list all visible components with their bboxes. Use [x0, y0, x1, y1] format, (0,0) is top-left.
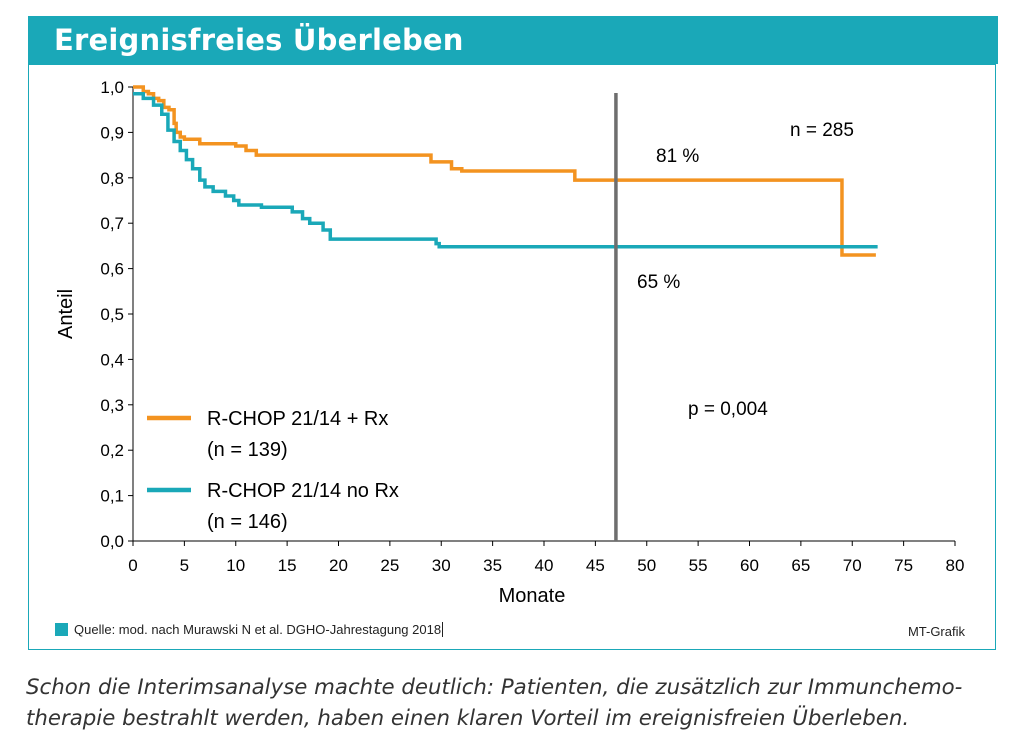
x-tick-label: 45: [586, 556, 605, 575]
x-tick-label: 70: [843, 556, 862, 575]
x-tick-label: 20: [329, 556, 348, 575]
x-tick-label: 55: [689, 556, 708, 575]
legend: R-CHOP 21/14 + Rx (n = 139) R-CHOP 21/14…: [147, 408, 399, 533]
legend-label-norx: R-CHOP 21/14 no Rx: [207, 480, 399, 502]
x-axis-label: Monate: [499, 585, 566, 607]
y-axis-label: Anteil: [55, 289, 77, 339]
x-tick-label: 10: [226, 556, 245, 575]
source-text: Quelle: mod. nach Murawski N et al. DGHO…: [74, 622, 442, 637]
y-tick-label: 0,8: [100, 169, 124, 188]
x-tick-label: 30: [432, 556, 451, 575]
legend-n-norx: (n = 146): [207, 511, 288, 533]
y-tick-label: 0,3: [100, 396, 124, 415]
x-tick-label: 60: [740, 556, 759, 575]
x-tick-label: 80: [946, 556, 965, 575]
percent-label-rx: 81 %: [656, 146, 699, 167]
caption-line-2: therapie bestrahlt werden, haben einen k…: [26, 706, 910, 731]
x-tick-label: 25: [380, 556, 399, 575]
y-tick-label: 0,6: [100, 260, 124, 279]
y-tick-label: 0,9: [100, 123, 124, 142]
percent-label-norx: 65 %: [637, 272, 680, 293]
y-tick-label: 1,0: [100, 78, 124, 97]
text-cursor: [442, 622, 444, 637]
total-n-label: n = 285: [790, 120, 854, 141]
y-tick-label: 0,5: [100, 305, 124, 324]
source-note: Quelle: mod. nach Murawski N et al. DGHO…: [55, 622, 444, 637]
source-marker-square: [55, 623, 68, 636]
chart-title: Ereignisfreies Überleben: [54, 23, 464, 57]
y-tick-label: 0,1: [100, 487, 124, 506]
x-tick-label: 75: [894, 556, 913, 575]
y-tick-label: 0,7: [100, 214, 124, 233]
legend-n-rx: (n = 139): [207, 439, 288, 461]
x-tick-label: 50: [637, 556, 656, 575]
caption-line-1: Schon die Interimsanalyse machte deutlic…: [26, 675, 963, 700]
x-tick-label: 0: [128, 556, 137, 575]
chart-frame: [28, 64, 996, 650]
x-tick-label: 15: [278, 556, 297, 575]
curve-rx: [133, 85, 876, 257]
y-tick-label: 0,0: [100, 532, 124, 551]
y-tick-label: 0,4: [100, 350, 124, 369]
curve-norx: [133, 92, 878, 249]
x-tick-label: 35: [483, 556, 502, 575]
x-tick-label: 40: [535, 556, 554, 575]
legend-label-rx: R-CHOP 21/14 + Rx: [207, 408, 388, 430]
title-bar: Ereignisfreies Überleben: [28, 16, 998, 64]
p-value-label: p = 0,004: [688, 399, 768, 420]
credit-note: MT-Grafik: [907, 624, 965, 639]
figure-caption: Schon die Interimsanalyse machte deutlic…: [26, 672, 1001, 734]
x-tick-label: 5: [180, 556, 189, 575]
y-tick-label: 0,2: [100, 441, 124, 460]
x-tick-label: 65: [791, 556, 810, 575]
